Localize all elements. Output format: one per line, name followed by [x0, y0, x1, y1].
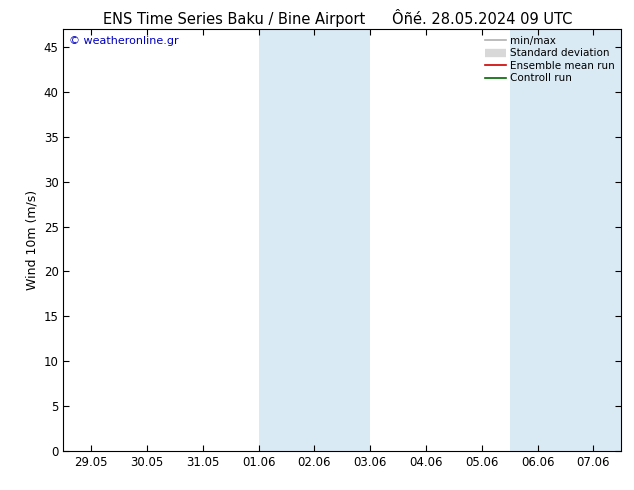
Text: © weatheronline.gr: © weatheronline.gr: [69, 36, 179, 46]
Text: ENS Time Series Baku / Bine Airport: ENS Time Series Baku / Bine Airport: [103, 12, 366, 27]
Bar: [259, 29, 370, 451]
Text: Ôñé. 28.05.2024 09 UTC: Ôñé. 28.05.2024 09 UTC: [392, 12, 572, 27]
Bar: [510, 29, 621, 451]
Legend: min/max, Standard deviation, Ensemble mean run, Controll run: min/max, Standard deviation, Ensemble me…: [481, 31, 619, 88]
Y-axis label: Wind 10m (m/s): Wind 10m (m/s): [25, 190, 38, 290]
